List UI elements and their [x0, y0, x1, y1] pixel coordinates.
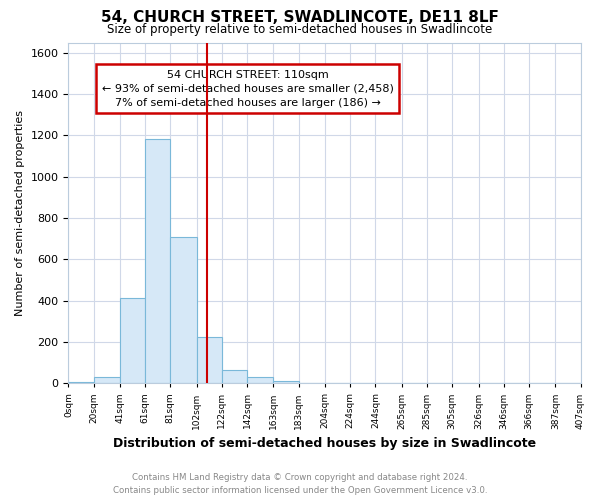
Bar	[222, 370, 247, 384]
Bar	[247, 377, 274, 384]
Bar	[68, 382, 94, 384]
Text: 54, CHURCH STREET, SWADLINCOTE, DE11 8LF: 54, CHURCH STREET, SWADLINCOTE, DE11 8LF	[101, 10, 499, 25]
Bar	[94, 377, 120, 384]
Y-axis label: Number of semi-detached properties: Number of semi-detached properties	[15, 110, 25, 316]
X-axis label: Distribution of semi-detached houses by size in Swadlincote: Distribution of semi-detached houses by …	[113, 437, 536, 450]
Bar	[145, 138, 170, 384]
Bar	[274, 381, 299, 384]
Bar	[120, 298, 145, 384]
Bar	[170, 236, 197, 384]
Bar	[197, 337, 222, 384]
Text: Size of property relative to semi-detached houses in Swadlincote: Size of property relative to semi-detach…	[107, 22, 493, 36]
Text: Contains HM Land Registry data © Crown copyright and database right 2024.
Contai: Contains HM Land Registry data © Crown c…	[113, 474, 487, 495]
Text: 54 CHURCH STREET: 110sqm
← 93% of semi-detached houses are smaller (2,458)
7% of: 54 CHURCH STREET: 110sqm ← 93% of semi-d…	[101, 70, 394, 108]
